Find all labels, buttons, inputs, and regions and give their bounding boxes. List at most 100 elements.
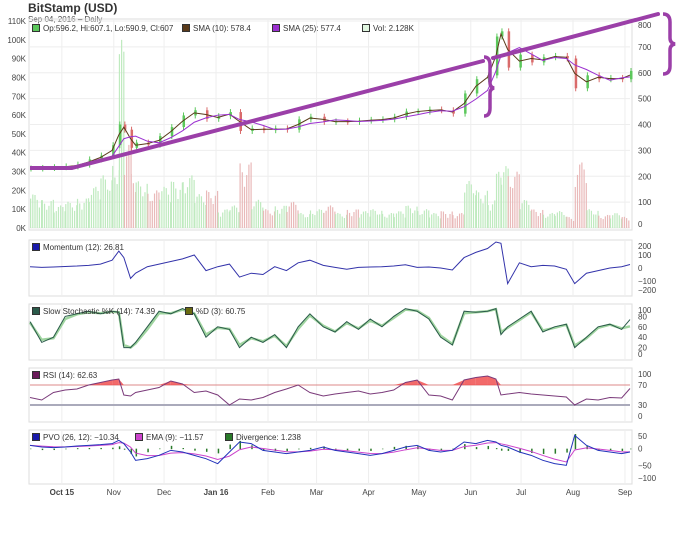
volume-bar <box>132 183 134 228</box>
volume-bar <box>189 178 191 228</box>
candle-body <box>159 136 162 145</box>
volume-bar <box>514 176 516 228</box>
volume-bar <box>260 202 262 228</box>
x-tick-label: Oct 15 <box>50 488 75 497</box>
volume-bar <box>30 198 32 228</box>
volume-bar <box>53 212 55 228</box>
volume-bar <box>109 190 111 228</box>
volume-bar <box>500 177 502 228</box>
volume-bar <box>614 213 616 228</box>
volume-bar <box>104 179 106 228</box>
volume-bar <box>484 195 486 228</box>
volume-bar <box>586 210 588 228</box>
divergence-bar <box>182 448 185 450</box>
volume-bar <box>281 208 283 228</box>
annotation-trendline-2 <box>491 12 660 60</box>
volume-bar <box>346 209 348 228</box>
volume-bar <box>353 212 355 228</box>
x-tick-label: Mar <box>310 488 324 497</box>
legend-divergence-text: Divergence: 1.238 <box>236 433 301 442</box>
volume-bar <box>327 206 329 228</box>
volume-bar <box>530 210 532 228</box>
volume-bar <box>316 211 318 228</box>
volume-bar <box>609 215 611 228</box>
volume-bar <box>57 206 60 228</box>
volume-bar <box>588 209 590 228</box>
volume-bar <box>398 211 400 228</box>
volume-bar <box>238 212 240 228</box>
candle-body <box>130 129 134 148</box>
volume-bar <box>452 215 454 228</box>
volume-bar <box>262 210 265 228</box>
panel-frame-4 <box>28 429 633 485</box>
volume-bar <box>69 202 71 228</box>
divergence-bar <box>286 448 288 452</box>
candle-body <box>112 145 115 156</box>
volume-bar <box>312 213 314 228</box>
volume-bar <box>181 182 183 228</box>
panel-frame-1 <box>28 239 633 297</box>
panel-frame-2 <box>28 303 633 361</box>
volume-bar <box>405 206 407 228</box>
volume-bar <box>606 214 609 228</box>
volume-bar <box>355 209 357 228</box>
volume-bar <box>262 207 264 228</box>
volume-bar <box>274 206 276 228</box>
volume-bar <box>597 210 599 228</box>
candle-body <box>239 112 242 131</box>
divergence-bar <box>566 448 568 453</box>
volume-bar <box>302 214 304 228</box>
volume-bar <box>468 180 470 228</box>
y-left-tick: 60K <box>12 111 27 120</box>
volume-bar <box>142 196 144 228</box>
y-right-tick: 500 <box>638 95 652 104</box>
volume-bar <box>563 214 565 228</box>
candle-body <box>118 124 122 146</box>
volume-bar <box>367 213 369 228</box>
volume-bar <box>464 192 466 228</box>
divergence-bar <box>495 448 498 450</box>
volume-bar <box>288 206 290 228</box>
stoch-k-line <box>29 307 631 349</box>
divergence-bar <box>217 448 220 454</box>
volume-bar <box>505 166 507 228</box>
volume-bar <box>451 211 453 228</box>
volume-bar <box>76 205 78 228</box>
volume-bar <box>585 183 587 228</box>
momentum-line <box>29 241 631 286</box>
legend-pvo: PVO (26, 12): −10.34 <box>32 433 119 442</box>
volume-bar <box>208 192 210 228</box>
volume-bar <box>153 193 156 228</box>
divergence-bar <box>30 448 32 450</box>
volume-bar <box>239 163 241 228</box>
volume-bar <box>428 210 430 228</box>
volume-bar <box>106 189 109 228</box>
candle-body <box>500 31 504 37</box>
divergence-bar <box>135 448 138 457</box>
x-tick-label: Dec <box>157 488 171 497</box>
volume-bar <box>590 210 593 228</box>
volume-bar <box>283 205 285 228</box>
legend-ema: EMA (9): −11.57 <box>135 433 203 442</box>
volume-bar <box>243 186 246 228</box>
volume-bar <box>251 209 253 228</box>
annotation-brace-2 <box>662 12 676 76</box>
volume-bar <box>463 214 465 228</box>
y-tick-stochastic: 80 <box>638 312 647 321</box>
volume-bar <box>293 201 295 228</box>
volume-bar <box>38 207 40 228</box>
y-tick-momentum: −200 <box>638 286 657 295</box>
divergence-bar <box>542 448 545 455</box>
volume-bar <box>360 214 362 228</box>
divergence-bar <box>630 448 632 450</box>
volume-bar <box>604 216 606 228</box>
volume-bar <box>337 212 339 228</box>
volume-bar <box>253 206 255 228</box>
divergence-bar <box>159 448 161 450</box>
rsi-overbought-fill <box>475 376 488 385</box>
volume-bar <box>583 169 585 228</box>
volume-bar <box>233 205 236 228</box>
volume-bar <box>273 211 276 228</box>
volume-bar <box>404 217 406 228</box>
